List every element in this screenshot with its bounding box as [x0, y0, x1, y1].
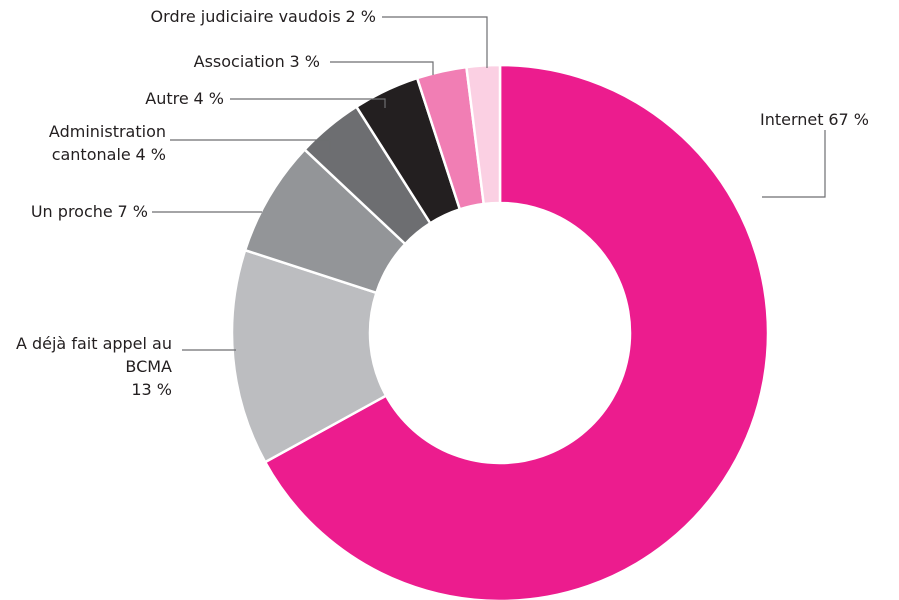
value-label: 4 % — [135, 145, 166, 164]
slice — [230, 248, 388, 464]
slices — [230, 63, 770, 600]
leader-line — [382, 16, 488, 68]
slice-label: Ordre judiciaire vaudois 2 % — [76, 5, 376, 28]
slice-label: Autre 4 % — [104, 87, 224, 110]
slice-label: Association 3 % — [120, 50, 320, 73]
value-label: 13 % — [131, 380, 172, 399]
slice-label: Administration cantonale 4 % — [16, 120, 166, 166]
value-label: 3 % — [289, 52, 320, 71]
category-label: Administration cantonale — [48, 122, 166, 164]
slice — [263, 63, 770, 600]
slice-label: Internet 67 % — [760, 108, 899, 131]
category-label: A déjà fait appel au BCMA — [15, 334, 172, 376]
leader-line — [230, 98, 386, 108]
leader-line — [170, 139, 331, 152]
category-label: Association — [193, 52, 285, 71]
category-label: Autre — [145, 89, 189, 108]
slice — [465, 63, 502, 206]
value-label: 67 % — [828, 110, 869, 129]
category-label: Un proche — [30, 202, 113, 221]
leader-lines — [152, 16, 826, 351]
slice-label: Un proche 7 % — [0, 200, 148, 223]
value-label: 4 % — [193, 89, 224, 108]
value-label: 2 % — [345, 7, 376, 26]
slice-label: A déjà fait appel au BCMA 13 % — [2, 332, 172, 401]
category-label: Ordre judiciaire vaudois — [150, 7, 341, 26]
category-label: Internet — [760, 110, 824, 129]
leader-line — [762, 130, 826, 198]
value-label: 7 % — [117, 202, 148, 221]
leader-line — [330, 61, 434, 75]
